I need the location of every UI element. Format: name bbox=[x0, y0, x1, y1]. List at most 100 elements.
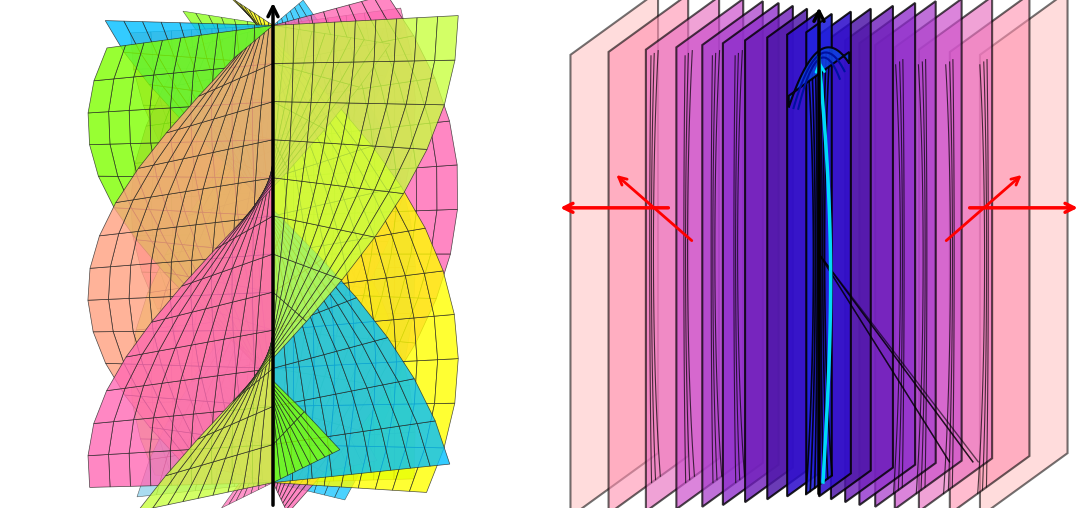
Polygon shape bbox=[150, 416, 174, 452]
Polygon shape bbox=[271, 393, 287, 433]
Polygon shape bbox=[168, 465, 201, 505]
Polygon shape bbox=[177, 431, 211, 467]
Polygon shape bbox=[232, 40, 256, 82]
Polygon shape bbox=[286, 362, 305, 403]
Polygon shape bbox=[273, 147, 290, 192]
Polygon shape bbox=[151, 159, 183, 197]
Polygon shape bbox=[272, 60, 276, 102]
Polygon shape bbox=[150, 297, 174, 331]
Polygon shape bbox=[246, 98, 262, 137]
Polygon shape bbox=[239, 163, 262, 203]
Polygon shape bbox=[365, 295, 397, 342]
Polygon shape bbox=[317, 143, 342, 185]
Polygon shape bbox=[297, 416, 332, 457]
Polygon shape bbox=[276, 94, 287, 136]
Polygon shape bbox=[286, 11, 307, 56]
Polygon shape bbox=[130, 143, 156, 177]
Polygon shape bbox=[284, 120, 313, 164]
Polygon shape bbox=[292, 406, 313, 445]
Polygon shape bbox=[209, 15, 236, 56]
Polygon shape bbox=[193, 68, 217, 107]
Polygon shape bbox=[297, 73, 332, 114]
Polygon shape bbox=[165, 212, 200, 255]
Polygon shape bbox=[310, 312, 336, 355]
Polygon shape bbox=[195, 449, 221, 491]
Polygon shape bbox=[393, 266, 415, 314]
Polygon shape bbox=[271, 140, 284, 184]
Polygon shape bbox=[234, 177, 256, 215]
Polygon shape bbox=[272, 299, 284, 341]
Polygon shape bbox=[284, 179, 302, 220]
Polygon shape bbox=[368, 404, 394, 447]
Polygon shape bbox=[280, 91, 295, 133]
Polygon shape bbox=[282, 323, 298, 365]
Polygon shape bbox=[264, 25, 273, 67]
Polygon shape bbox=[227, 54, 253, 96]
Polygon shape bbox=[139, 130, 178, 168]
Polygon shape bbox=[311, 315, 333, 359]
Polygon shape bbox=[252, 216, 273, 256]
Polygon shape bbox=[211, 125, 239, 163]
Polygon shape bbox=[312, 394, 334, 438]
Polygon shape bbox=[190, 57, 218, 94]
Polygon shape bbox=[283, 443, 300, 488]
Polygon shape bbox=[132, 209, 167, 243]
Polygon shape bbox=[365, 11, 392, 58]
Polygon shape bbox=[319, 374, 354, 420]
Polygon shape bbox=[170, 296, 193, 331]
Polygon shape bbox=[270, 50, 286, 91]
Polygon shape bbox=[237, 71, 257, 112]
Polygon shape bbox=[264, 368, 273, 410]
Polygon shape bbox=[179, 273, 206, 312]
Polygon shape bbox=[273, 406, 293, 445]
Polygon shape bbox=[123, 21, 157, 55]
Polygon shape bbox=[308, 427, 332, 473]
Polygon shape bbox=[411, 210, 437, 254]
Polygon shape bbox=[354, 363, 376, 405]
Polygon shape bbox=[195, 186, 221, 225]
Polygon shape bbox=[257, 292, 273, 333]
Polygon shape bbox=[87, 267, 110, 300]
Polygon shape bbox=[201, 76, 226, 118]
Polygon shape bbox=[293, 366, 314, 406]
Polygon shape bbox=[207, 145, 234, 186]
Polygon shape bbox=[286, 83, 310, 125]
Polygon shape bbox=[171, 30, 193, 69]
Polygon shape bbox=[155, 121, 182, 162]
Polygon shape bbox=[284, 177, 306, 223]
Polygon shape bbox=[399, 81, 430, 125]
Polygon shape bbox=[174, 36, 199, 73]
Polygon shape bbox=[335, 391, 364, 434]
Polygon shape bbox=[273, 358, 292, 401]
Polygon shape bbox=[295, 271, 327, 315]
Polygon shape bbox=[250, 282, 265, 327]
Polygon shape bbox=[238, 214, 258, 252]
Polygon shape bbox=[354, 240, 388, 288]
Polygon shape bbox=[227, 249, 249, 288]
Polygon shape bbox=[295, 167, 316, 209]
Polygon shape bbox=[164, 272, 204, 308]
Polygon shape bbox=[340, 153, 372, 196]
Polygon shape bbox=[94, 45, 126, 81]
Polygon shape bbox=[292, 254, 312, 294]
Polygon shape bbox=[391, 125, 416, 169]
Polygon shape bbox=[273, 233, 289, 277]
Polygon shape bbox=[219, 154, 254, 193]
Polygon shape bbox=[213, 373, 236, 412]
Polygon shape bbox=[340, 359, 367, 405]
Polygon shape bbox=[218, 437, 242, 475]
Polygon shape bbox=[281, 133, 295, 174]
Polygon shape bbox=[273, 399, 289, 443]
Polygon shape bbox=[229, 0, 268, 36]
Polygon shape bbox=[277, 18, 290, 64]
Polygon shape bbox=[153, 402, 178, 439]
Polygon shape bbox=[349, 2, 382, 45]
Polygon shape bbox=[323, 359, 348, 404]
Polygon shape bbox=[161, 272, 190, 310]
Polygon shape bbox=[313, 365, 335, 406]
Polygon shape bbox=[298, 99, 320, 144]
Polygon shape bbox=[98, 176, 132, 209]
Polygon shape bbox=[300, 69, 340, 110]
Polygon shape bbox=[329, 404, 357, 450]
Polygon shape bbox=[645, 0, 720, 508]
